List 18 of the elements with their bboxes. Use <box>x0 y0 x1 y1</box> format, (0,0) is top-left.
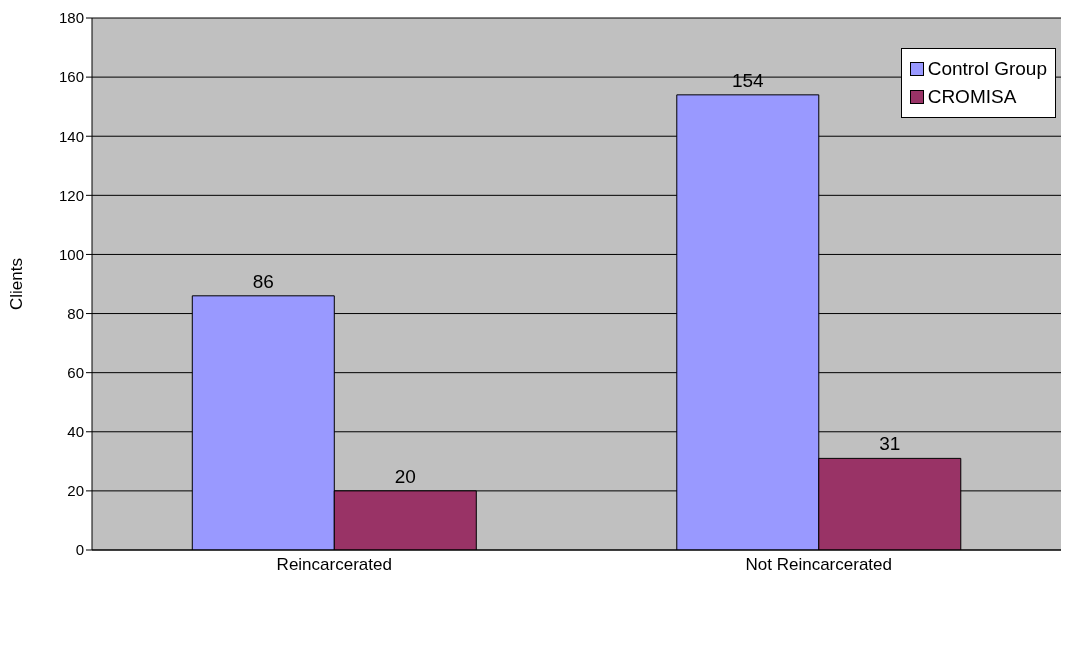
y-tick-label: 0 <box>75 541 84 559</box>
legend-label: CROMISA <box>927 85 1017 109</box>
y-tick-label: 160 <box>58 68 84 86</box>
y-tick-label: 100 <box>58 245 84 263</box>
x-tick-label: Reincarcerated <box>276 555 392 575</box>
y-tick-label: 60 <box>67 363 84 381</box>
y-tick-label: 40 <box>67 423 84 441</box>
y-tick-label: 80 <box>67 304 84 322</box>
data-label: 31 <box>879 433 901 455</box>
data-label: 86 <box>252 270 274 292</box>
y-tick-label: 20 <box>67 482 84 500</box>
y-tick-label: 120 <box>58 186 84 204</box>
y-tick-label: 140 <box>58 127 84 145</box>
legend-label: Control Group <box>927 57 1047 81</box>
y-tick-label: 180 <box>58 9 84 27</box>
x-tick-label: Not Reincarcerated <box>745 555 892 575</box>
data-label: 20 <box>394 465 416 487</box>
y-axis-title: Clients <box>7 258 27 310</box>
